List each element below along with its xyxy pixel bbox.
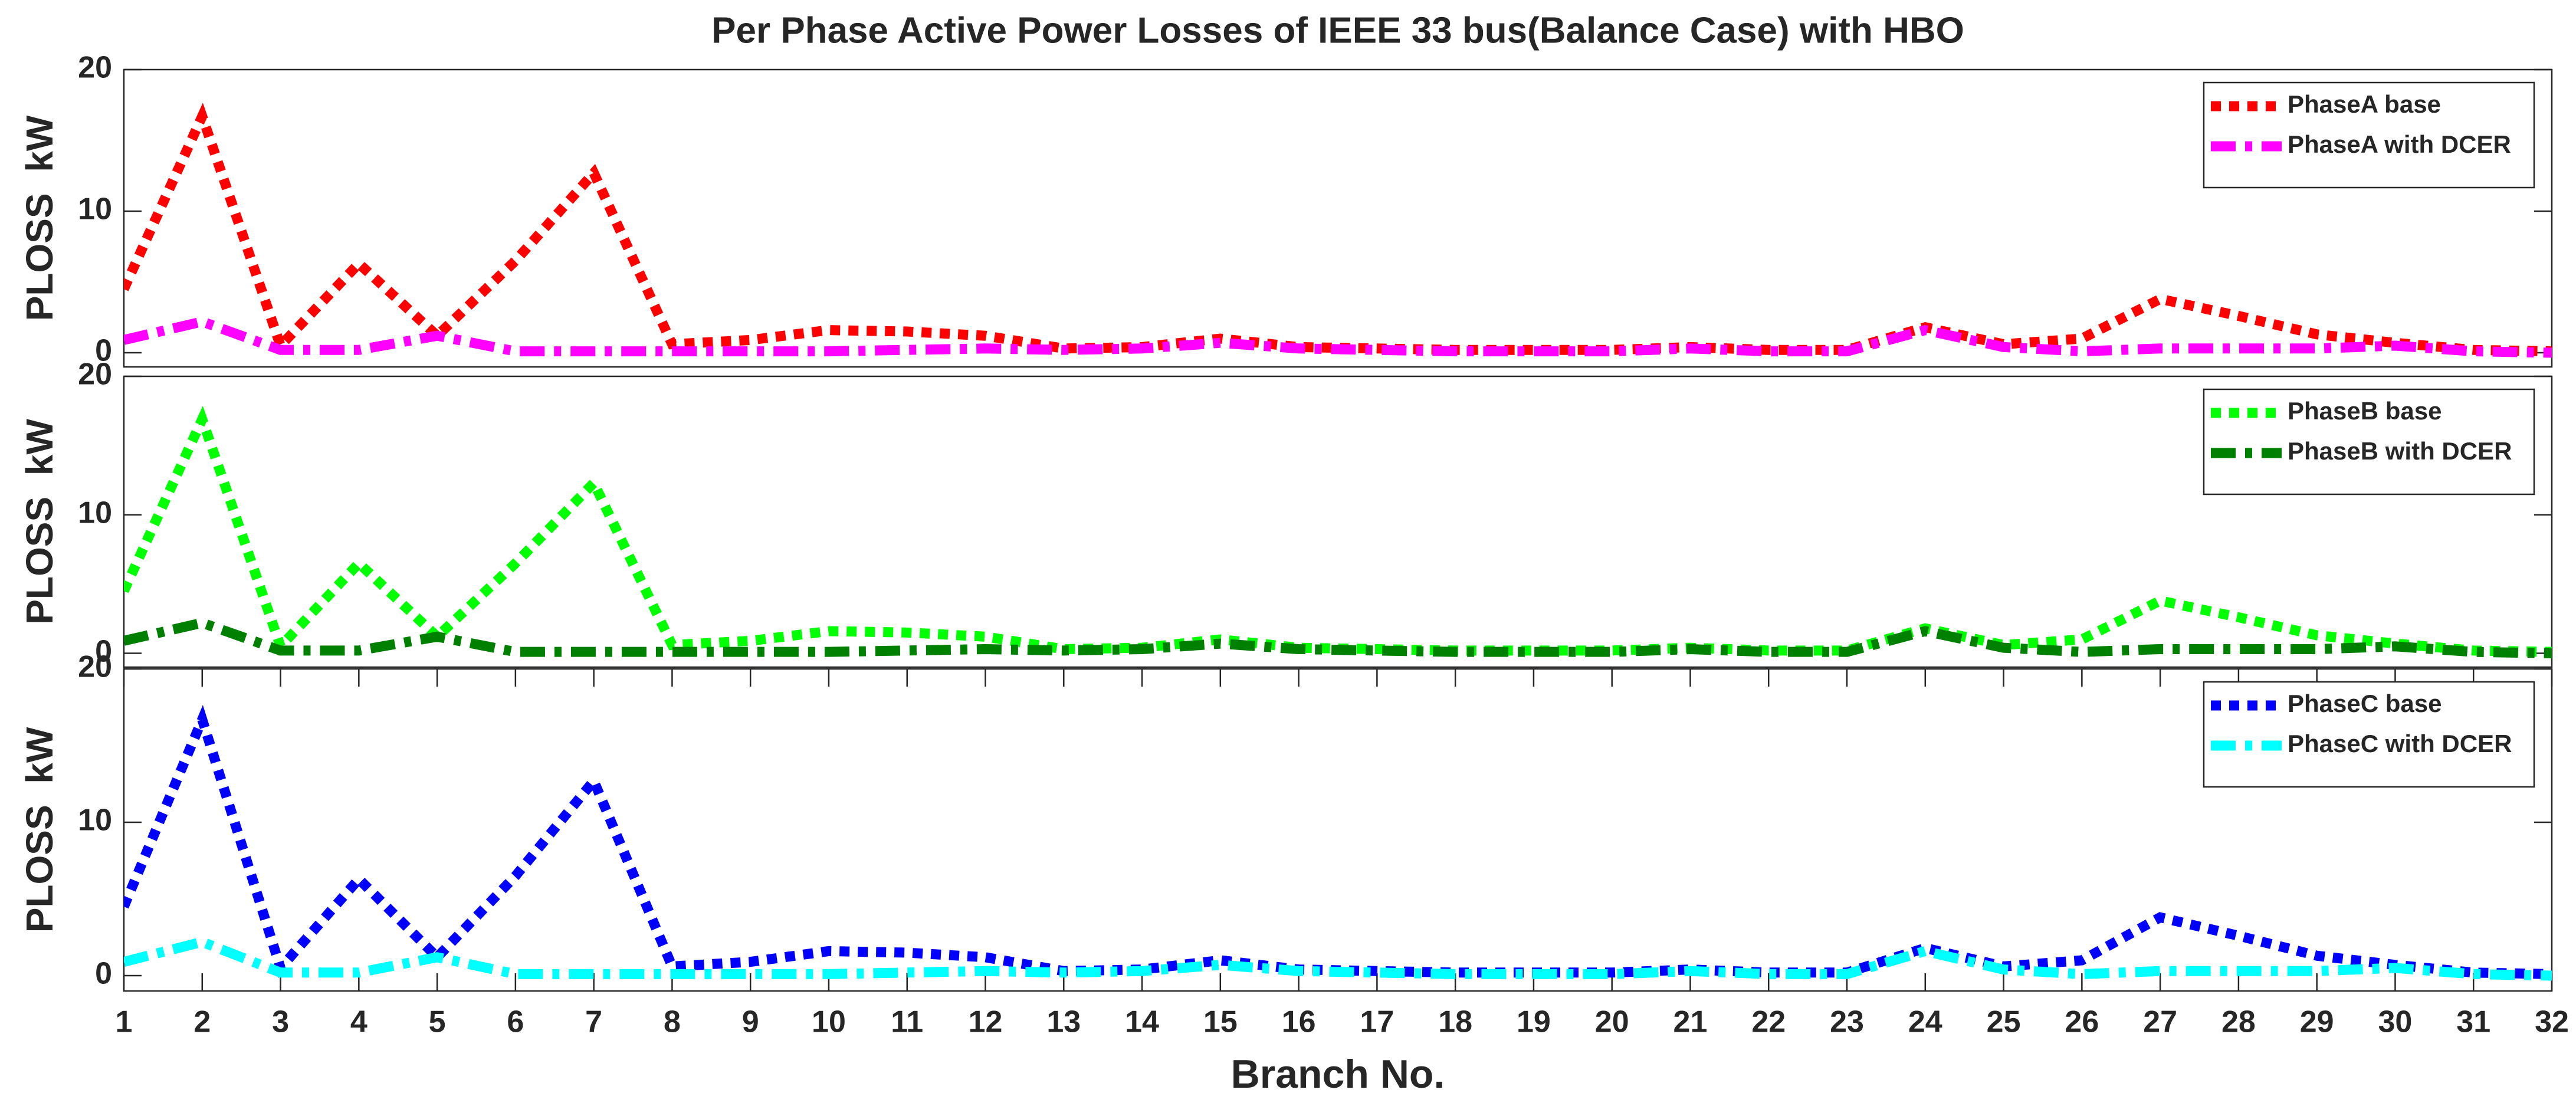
legend-box bbox=[2203, 681, 2535, 788]
legend-label: PhaseA base bbox=[2288, 90, 2441, 118]
x-tick-label: 24 bbox=[1908, 1005, 1942, 1039]
y-axis-label: PLOSS kW bbox=[18, 419, 61, 625]
axes-box bbox=[123, 375, 2553, 668]
y-tick-label: 0 bbox=[95, 634, 112, 668]
x-tick-label: 2 bbox=[193, 1005, 211, 1039]
x-axis-label: Branch No. bbox=[1231, 1052, 1445, 1097]
series-line bbox=[124, 618, 2552, 659]
x-tick-label: 7 bbox=[585, 1005, 602, 1039]
x-tick-label: 28 bbox=[2221, 1005, 2256, 1039]
legend-label: PhaseB with DCER bbox=[2288, 437, 2512, 465]
x-tick-label: 20 bbox=[1595, 1005, 1629, 1039]
legend-box bbox=[2203, 81, 2535, 189]
x-tick-label: 6 bbox=[507, 1005, 524, 1039]
chart-title: Per Phase Active Power Losses of IEEE 33… bbox=[711, 10, 1964, 51]
series-line bbox=[124, 316, 2552, 358]
y-axis-label: PLOSS kW bbox=[18, 115, 61, 321]
x-tick-label: 1 bbox=[116, 1005, 133, 1039]
x-tick-label: 11 bbox=[891, 1005, 923, 1039]
x-tick-label: 14 bbox=[1125, 1005, 1159, 1039]
y-tick-label: 10 bbox=[78, 803, 112, 838]
y-tick-label: 20 bbox=[78, 51, 112, 85]
x-tick-label: 17 bbox=[1360, 1005, 1394, 1039]
x-tick-label: 10 bbox=[812, 1005, 846, 1039]
y-tick-label: 10 bbox=[78, 192, 112, 227]
y-tick-label: 20 bbox=[78, 650, 112, 684]
y-tick-label: 0 bbox=[95, 957, 112, 991]
x-tick-label: 25 bbox=[1987, 1005, 2021, 1039]
axes-box bbox=[123, 68, 2553, 368]
y-tick-label: 10 bbox=[78, 495, 112, 530]
x-tick-label: 29 bbox=[2300, 1005, 2334, 1039]
y-axis-label: PLOSS kW bbox=[18, 727, 61, 933]
series-line bbox=[124, 405, 2552, 657]
x-tick-label: 8 bbox=[664, 1005, 681, 1039]
x-tick-label: 21 bbox=[1673, 1005, 1708, 1039]
y-tick-label: 0 bbox=[95, 334, 112, 368]
x-tick-label: 16 bbox=[1282, 1005, 1316, 1039]
x-tick-label: 31 bbox=[2456, 1005, 2490, 1039]
x-tick-label: 27 bbox=[2143, 1005, 2177, 1039]
x-tick-label: 4 bbox=[350, 1005, 367, 1039]
x-tick-label: 32 bbox=[2535, 1005, 2569, 1039]
legend-label: PhaseA with DCER bbox=[2288, 130, 2511, 158]
legend-box bbox=[2203, 388, 2535, 495]
x-tick-label: 13 bbox=[1046, 1005, 1081, 1039]
axes-box bbox=[123, 668, 2553, 992]
x-tick-label: 18 bbox=[1438, 1005, 1472, 1039]
x-tick-label: 26 bbox=[2065, 1005, 2099, 1039]
legend-label: PhaseC with DCER bbox=[2288, 730, 2512, 757]
x-tick-label: 19 bbox=[1517, 1005, 1551, 1039]
x-tick-label: 22 bbox=[1751, 1005, 1786, 1039]
legend-label: PhaseC base bbox=[2288, 690, 2442, 717]
legend-label: PhaseB base bbox=[2288, 397, 2442, 425]
series-line bbox=[124, 936, 2552, 981]
x-tick-label: 15 bbox=[1203, 1005, 1238, 1039]
x-tick-label: 30 bbox=[2378, 1005, 2413, 1039]
x-tick-label: 5 bbox=[429, 1005, 446, 1039]
x-tick-label: 23 bbox=[1830, 1005, 1864, 1039]
x-tick-label: 9 bbox=[742, 1005, 759, 1039]
x-tick-label: 12 bbox=[969, 1005, 1003, 1039]
x-tick-label: 3 bbox=[272, 1005, 289, 1039]
y-tick-label: 20 bbox=[78, 357, 112, 392]
